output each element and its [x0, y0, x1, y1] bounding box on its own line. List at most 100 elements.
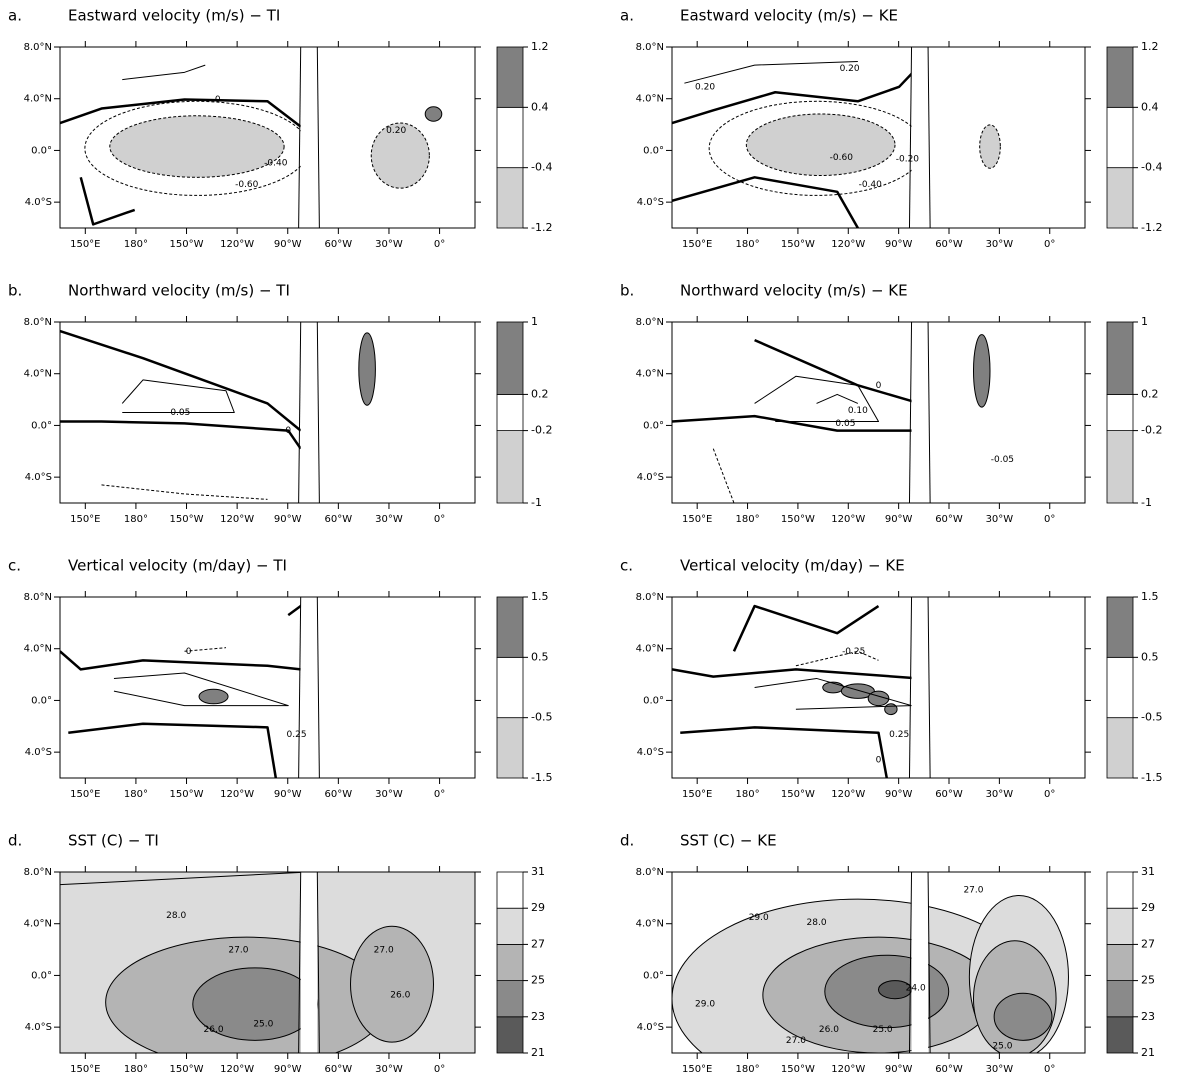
- x-tick-label: 60°W: [325, 514, 353, 525]
- coast: [316, 47, 320, 228]
- panel-label: d.: [620, 832, 634, 850]
- colorbar-box: [496, 596, 524, 658]
- colorbar-label: 31: [1141, 865, 1155, 878]
- x-tick-label: 120°W: [831, 789, 865, 800]
- x-tick-label: 0°: [434, 514, 445, 525]
- colorbar-label: 1.2: [531, 40, 549, 53]
- x-tick-label: 120°W: [831, 239, 865, 250]
- colorbar-label: 1.5: [1141, 590, 1159, 603]
- contour-line: [60, 420, 302, 450]
- contour-line: [79, 177, 136, 226]
- x-tick-label: 60°W: [935, 514, 963, 525]
- panel: b. Northward velocity (m/s) − KE0.100.050…: [620, 282, 1162, 526]
- contour-line: [712, 448, 735, 503]
- plot-frame: [59, 596, 476, 779]
- x-tick-label: 90°W: [885, 1064, 913, 1075]
- colorbar-label: 21: [531, 1046, 545, 1059]
- coast: [316, 322, 320, 503]
- colorbar-box: [496, 907, 524, 945]
- panel: a. Eastward velocity (m/s) − TI 0 -0.60 -0.4…: [8, 7, 552, 251]
- colorbar-box: [496, 321, 524, 395]
- x-tick-label: 90°W: [885, 789, 913, 800]
- x-tick-label: 30°W: [986, 789, 1014, 800]
- x-tick-label: 150°W: [170, 239, 204, 250]
- x-tick-label: 90°W: [274, 1064, 302, 1075]
- x-tick-label: 150°E: [70, 789, 100, 800]
- x-tick-label: 150°W: [781, 789, 815, 800]
- contour-line: [816, 393, 859, 404]
- contour-region: [358, 332, 376, 406]
- colorbar-label: 27: [531, 937, 545, 950]
- contour-label: 0: [215, 95, 221, 105]
- colorbar-label: -0.5: [1141, 711, 1162, 724]
- x-tick-label: 60°W: [935, 239, 963, 250]
- contour-label: 26.0: [819, 1025, 839, 1035]
- coast: [927, 322, 931, 503]
- y-tick-label: 4.0°S: [25, 197, 52, 208]
- colorbar-box: [496, 106, 524, 169]
- land: [300, 597, 318, 778]
- x-tick-label: 0°: [1044, 514, 1055, 525]
- colorbar-box: [496, 717, 524, 779]
- coast: [298, 872, 302, 1053]
- colorbar-label: -0.4: [1141, 161, 1162, 174]
- y-tick-label: 8.0°N: [24, 867, 52, 878]
- x-tick-label: 150°E: [70, 239, 100, 250]
- coast: [316, 872, 320, 1053]
- colorbar-label: 29: [1141, 901, 1155, 914]
- panel-title: Vertical velocity (m/day) − TI: [68, 557, 287, 575]
- contour-label: 29.0: [695, 1000, 715, 1010]
- y-tick-label: 8.0°N: [24, 317, 52, 328]
- x-tick-label: 150°W: [781, 514, 815, 525]
- land: [300, 47, 318, 228]
- colorbar-box: [1106, 944, 1134, 982]
- coast: [298, 47, 302, 228]
- coast: [927, 47, 931, 228]
- x-tick-label: 180°: [124, 239, 148, 250]
- contour-label: 25.0: [992, 1041, 1012, 1051]
- colorbar-box: [1106, 321, 1134, 395]
- colorbar-box: [496, 656, 524, 719]
- plot: -0.25 0.25 0: [672, 597, 931, 778]
- contour-line: [60, 98, 302, 128]
- contour-label: 0.20: [695, 82, 715, 92]
- x-tick-label: 60°W: [325, 1064, 353, 1075]
- y-tick-label: 4.0°N: [24, 919, 52, 930]
- colorbar-label: -0.4: [531, 161, 552, 174]
- x-tick-label: 30°W: [986, 239, 1014, 250]
- colorbar-box: [496, 871, 524, 909]
- coast: [908, 322, 913, 503]
- panel: c. Vertical velocity (m/day) − TI00.25150…: [8, 557, 552, 801]
- contour-region: [972, 334, 991, 408]
- coast: [908, 47, 913, 228]
- contour-line: [754, 375, 879, 423]
- y-tick-label: 0.0°: [643, 970, 664, 981]
- x-tick-label: 120°W: [220, 789, 254, 800]
- coast: [908, 872, 913, 1053]
- colorbar-label: -1: [1141, 496, 1152, 509]
- colorbar-box: [496, 46, 524, 108]
- y-tick-label: 0.0°: [31, 970, 52, 981]
- panel-label: b.: [8, 282, 22, 300]
- plot-frame: [671, 871, 1086, 1054]
- contour-label: -0.40: [859, 180, 883, 190]
- colorbar-label: 1: [531, 315, 538, 328]
- contour-line: [672, 176, 859, 228]
- x-tick-label: 120°W: [220, 1064, 254, 1075]
- y-tick-label: 8.0°N: [636, 317, 664, 328]
- contour-label: 28.0: [166, 911, 186, 921]
- x-tick-label: 0°: [1044, 1064, 1055, 1075]
- y-tick-label: 0.0°: [31, 695, 52, 706]
- plot: 0.05 0: [60, 322, 376, 503]
- x-tick-label: 150°W: [781, 1064, 815, 1075]
- contour-region: [884, 703, 898, 716]
- plot-frame: [671, 46, 1086, 229]
- colorbar-label: 29: [531, 901, 545, 914]
- land: [911, 322, 929, 503]
- x-tick-label: 0°: [1044, 239, 1055, 250]
- colorbar-box: [1106, 393, 1134, 431]
- contour-label: -0.60: [830, 153, 854, 163]
- contour-label: 28.0: [807, 918, 827, 928]
- x-tick-label: 150°W: [170, 514, 204, 525]
